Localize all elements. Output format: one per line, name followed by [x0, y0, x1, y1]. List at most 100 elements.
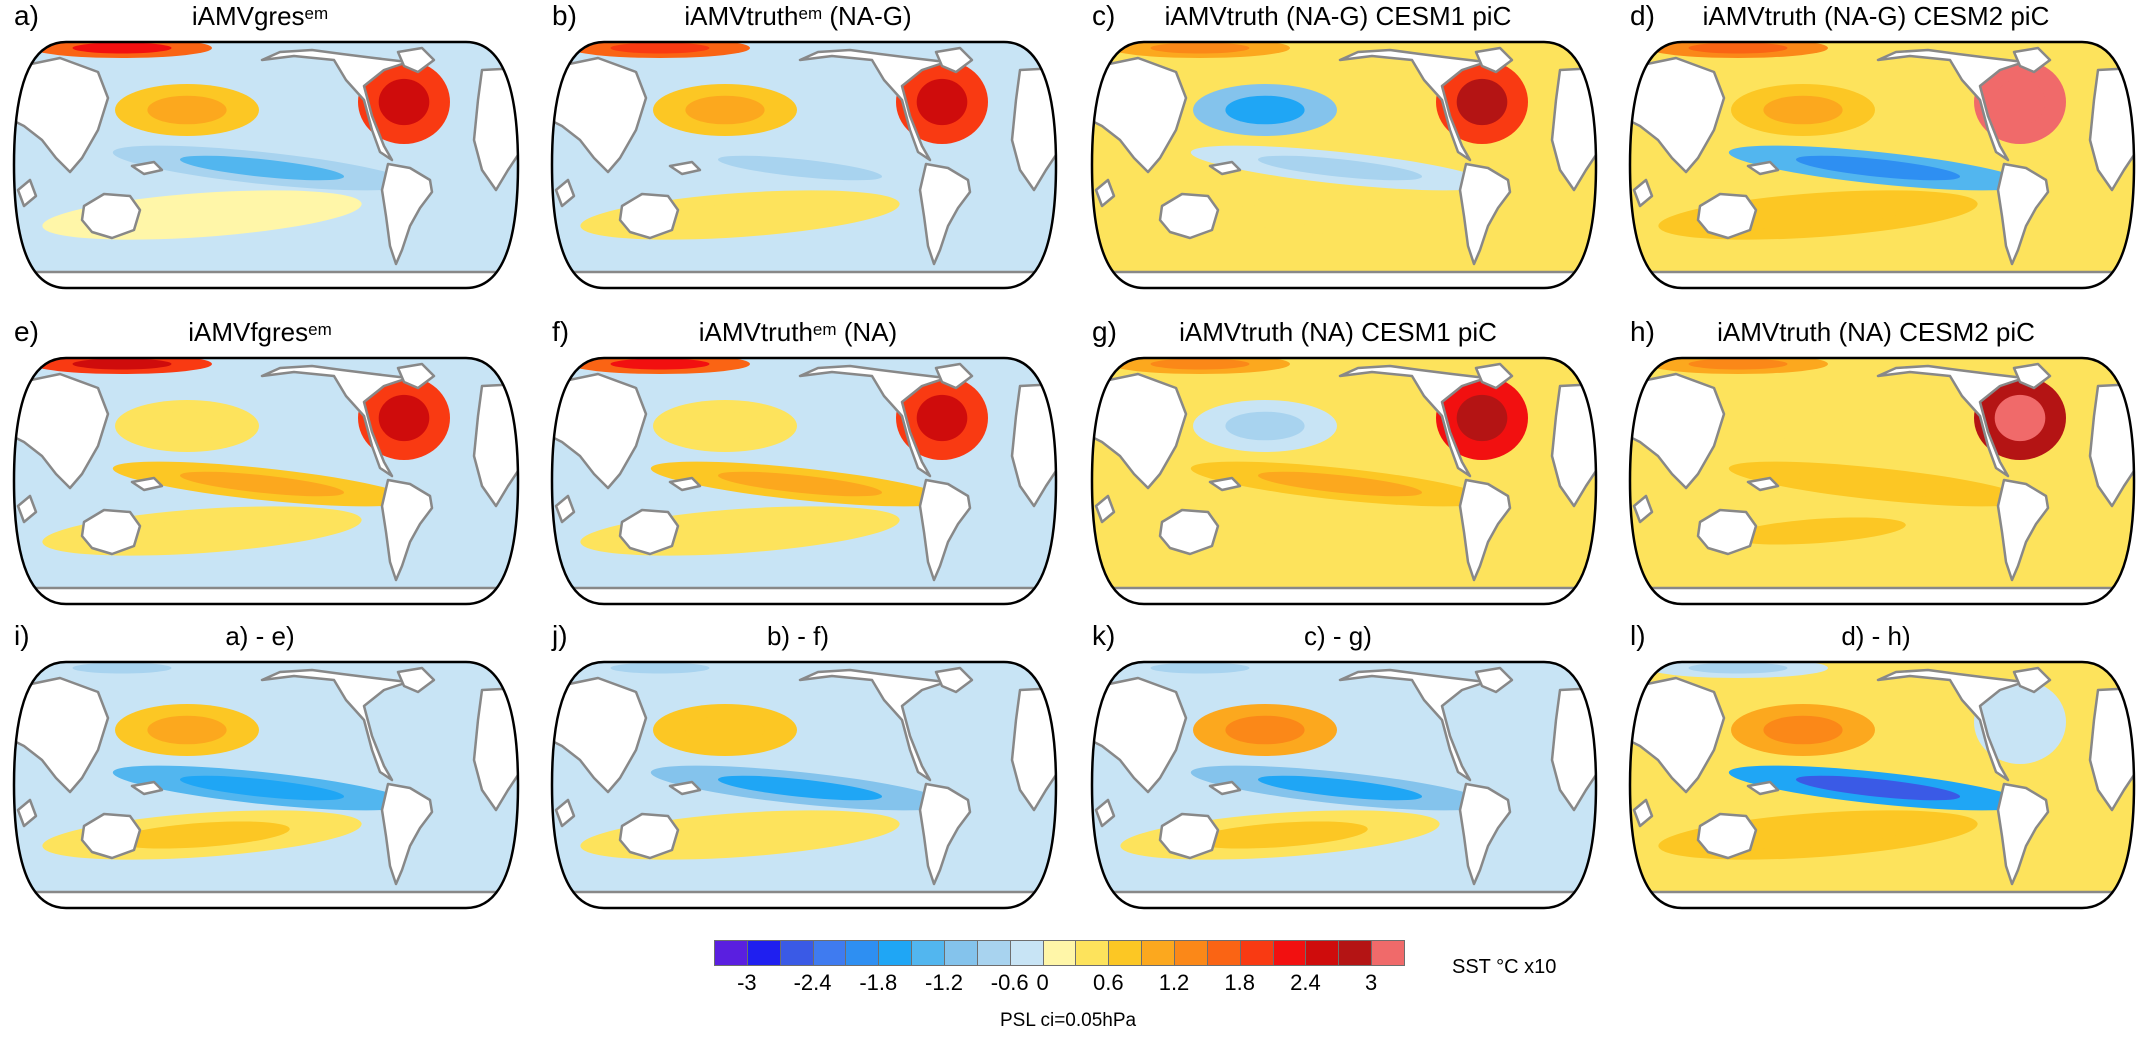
europe-africa-landmass — [472, 382, 518, 508]
map-panel: f) iAMVtruthem (NA) — [538, 316, 1058, 616]
north-atlantic-anomaly-core — [378, 698, 430, 746]
north-atlantic-anomaly-core — [916, 698, 968, 746]
antarctica-landmass — [552, 890, 1056, 908]
map-border — [550, 356, 1058, 606]
panel-title-text: iAMVgres — [191, 1, 305, 31]
map-projection — [1090, 660, 1598, 910]
north-america-landmass — [260, 364, 410, 478]
equatorial-pacific-anomaly-core — [1795, 155, 1961, 181]
arctic-anomaly-core — [610, 42, 710, 54]
greenland-landmass — [934, 46, 974, 74]
map-projection — [1628, 660, 2136, 910]
map-panel: a) iAMVgresem — [0, 0, 520, 300]
colorbar-cell — [976, 940, 1011, 966]
panel-letter: h) — [1630, 316, 1655, 347]
antarctica-landmass — [1092, 586, 1596, 604]
map-projection — [12, 356, 520, 606]
panel-title-text: d) - h) — [1841, 621, 1911, 651]
map-border — [1090, 40, 1598, 290]
panel-title: a) - e) — [0, 620, 520, 652]
africa-edge-landmass — [1094, 494, 1116, 524]
colorbar-tick-label: 1.8 — [1224, 970, 1255, 995]
new-guinea-landmass — [1746, 476, 1780, 492]
australia-landmass — [80, 812, 142, 860]
greenland-landmass — [1474, 666, 1514, 694]
australia-landmass — [1158, 192, 1220, 240]
panel-title-text: iAMVtruth (NA) CESM1 piC — [1179, 317, 1497, 347]
map-border — [1628, 356, 2136, 606]
greenland-landmass — [396, 46, 436, 74]
equatorial-pacific-anomaly-core — [717, 471, 883, 497]
north-america-landmass — [260, 48, 410, 162]
map-projection — [1090, 356, 1598, 606]
north-pacific-anomaly-core — [685, 715, 765, 745]
south-america-landmass — [918, 782, 972, 886]
map-projection — [550, 660, 1058, 910]
colorbar-cell — [746, 940, 781, 966]
africa-edge-landmass — [1094, 178, 1116, 208]
arctic-anomaly-core — [72, 42, 172, 54]
greenland-landmass — [2012, 666, 2052, 694]
arctic-anomaly-core — [1688, 662, 1788, 674]
colorbar-tick-label: -1.2 — [925, 970, 963, 995]
map-border — [1090, 356, 1598, 606]
colorbar-tick-label: -0.6 — [990, 970, 1029, 995]
panel-letter: f) — [552, 316, 570, 347]
europe-africa-landmass — [1550, 686, 1596, 812]
colorbar-cell — [1272, 940, 1307, 966]
map-projection — [1090, 40, 1598, 290]
asia-landmass — [1092, 372, 1188, 490]
colorbar-cell — [1042, 940, 1077, 966]
north-pacific-anomaly-core — [1763, 715, 1843, 745]
asia-landmass — [1630, 56, 1726, 174]
south-america-landmass — [380, 162, 434, 266]
australia-landmass — [618, 508, 680, 556]
south-pacific-anomaly-core — [1730, 201, 1906, 229]
equatorial-pacific-anomaly-core — [1795, 775, 1961, 801]
africa-edge-landmass — [554, 798, 576, 828]
north-america-landmass — [1338, 668, 1488, 782]
south-pacific-anomaly-core — [1192, 821, 1368, 849]
europe-africa-landmass — [2088, 66, 2134, 192]
australia-landmass — [1696, 192, 1758, 240]
asia-landmass — [14, 676, 110, 794]
map-border — [12, 356, 520, 606]
equatorial-pacific-anomaly-core — [1795, 471, 1961, 497]
asia-landmass — [14, 372, 110, 490]
south-pacific-anomaly-core — [652, 821, 828, 849]
antarctica-landmass — [14, 890, 518, 908]
south-pacific-anomaly-core — [652, 517, 828, 545]
south-america-landmass — [380, 478, 434, 582]
colorbar-tick-label: 1.2 — [1158, 970, 1190, 995]
arctic-anomaly-core — [72, 358, 172, 370]
arctic-anomaly-core — [610, 358, 710, 370]
africa-edge-landmass — [1632, 494, 1654, 524]
greenland-landmass — [1474, 362, 1514, 390]
colorbar-cell — [1305, 940, 1340, 966]
north-pacific-anomaly-core — [685, 95, 765, 125]
australia-landmass — [80, 192, 142, 240]
north-america-landmass — [798, 48, 948, 162]
south-pacific-anomaly-core — [1730, 517, 1906, 545]
south-america-landmass — [1996, 782, 2050, 886]
north-pacific-anomaly-core — [1763, 95, 1843, 125]
panel-title: b) - f) — [538, 620, 1058, 652]
equatorial-pacific-anomaly-core — [717, 155, 883, 181]
north-atlantic-anomaly-core — [378, 394, 430, 442]
equatorial-pacific-anomaly-core — [1257, 775, 1423, 801]
south-america-landmass — [1458, 782, 1512, 886]
colorbar-cell — [1206, 940, 1241, 966]
new-guinea-landmass — [130, 160, 164, 176]
colorbar-tick-label: 2.4 — [1290, 970, 1321, 995]
north-pacific-anomaly-core — [1225, 95, 1305, 125]
map-projection — [550, 356, 1058, 606]
panel-letter: k) — [1092, 620, 1116, 651]
europe-africa-landmass — [1010, 686, 1056, 812]
colorbar-cell — [812, 940, 847, 966]
colorbar-cell — [1108, 940, 1143, 966]
panel-letter: i) — [14, 620, 30, 651]
antarctica-landmass — [14, 270, 518, 288]
panel-title: iAMVfgresem — [0, 316, 520, 348]
greenland-landmass — [934, 362, 974, 390]
